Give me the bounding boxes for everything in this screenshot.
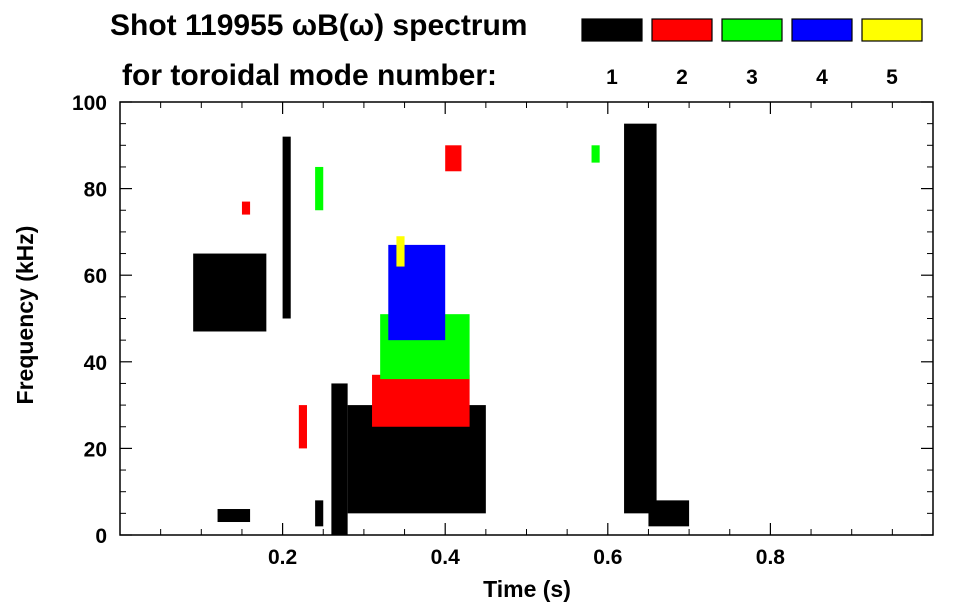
mode-1-region-1 xyxy=(282,136,291,319)
spectrum-data xyxy=(193,123,690,535)
x-tick-label: 0.8 xyxy=(756,546,786,569)
y-axis-label: Frequency (kHz) xyxy=(12,226,38,405)
legend-label-2: 2 xyxy=(676,66,688,89)
mode-5-region-0 xyxy=(396,236,405,267)
y-tick-label: 100 xyxy=(72,92,107,115)
mode-1-region-4 xyxy=(331,383,348,535)
mode-1-region-6 xyxy=(648,500,690,527)
x-tick-label: 0.2 xyxy=(268,546,297,569)
y-tick-label: 0 xyxy=(95,525,107,548)
legend-label-1: 1 xyxy=(606,66,618,89)
y-tick-label: 60 xyxy=(84,265,107,288)
legend-swatch-4 xyxy=(791,18,853,42)
chart-title-line1: Shot 119955 ωB(ω) spectrum xyxy=(110,9,527,42)
legend: 1 2 3 4 5 xyxy=(581,18,923,89)
axes: 0 20 40 60 80 100 0.2 0.4 0.6 0.8 xyxy=(72,92,933,569)
x-axis-label: Time (s) xyxy=(483,576,571,602)
legend-label-5: 5 xyxy=(886,66,898,89)
mode-2-region-3 xyxy=(241,201,251,215)
legend-swatch-5 xyxy=(861,18,923,42)
legend-swatch-1 xyxy=(581,18,643,42)
mode-2-region-2 xyxy=(445,145,462,172)
mode-2-region-1 xyxy=(298,405,307,449)
legend-label-3: 3 xyxy=(746,66,758,89)
y-tick-label: 80 xyxy=(84,179,107,202)
y-tick-label: 40 xyxy=(84,352,107,375)
x-tick-label: 0.4 xyxy=(431,546,461,569)
mode-1-region-0 xyxy=(193,253,267,332)
mode-1-region-2 xyxy=(315,500,324,527)
mode-3-region-2 xyxy=(591,145,600,163)
mode-1-region-7 xyxy=(217,509,251,523)
legend-swatch-2 xyxy=(651,18,713,42)
mode-3-region-1 xyxy=(315,166,324,211)
mode-1-region-5 xyxy=(624,123,657,514)
mode-2-region-0 xyxy=(372,374,470,427)
legend-swatch-3 xyxy=(721,18,783,42)
legend-label-4: 4 xyxy=(816,66,828,89)
chart-title-line2: for toroidal mode number: xyxy=(122,59,497,92)
x-tick-label: 0.6 xyxy=(593,546,622,569)
y-tick-label: 20 xyxy=(84,438,107,461)
